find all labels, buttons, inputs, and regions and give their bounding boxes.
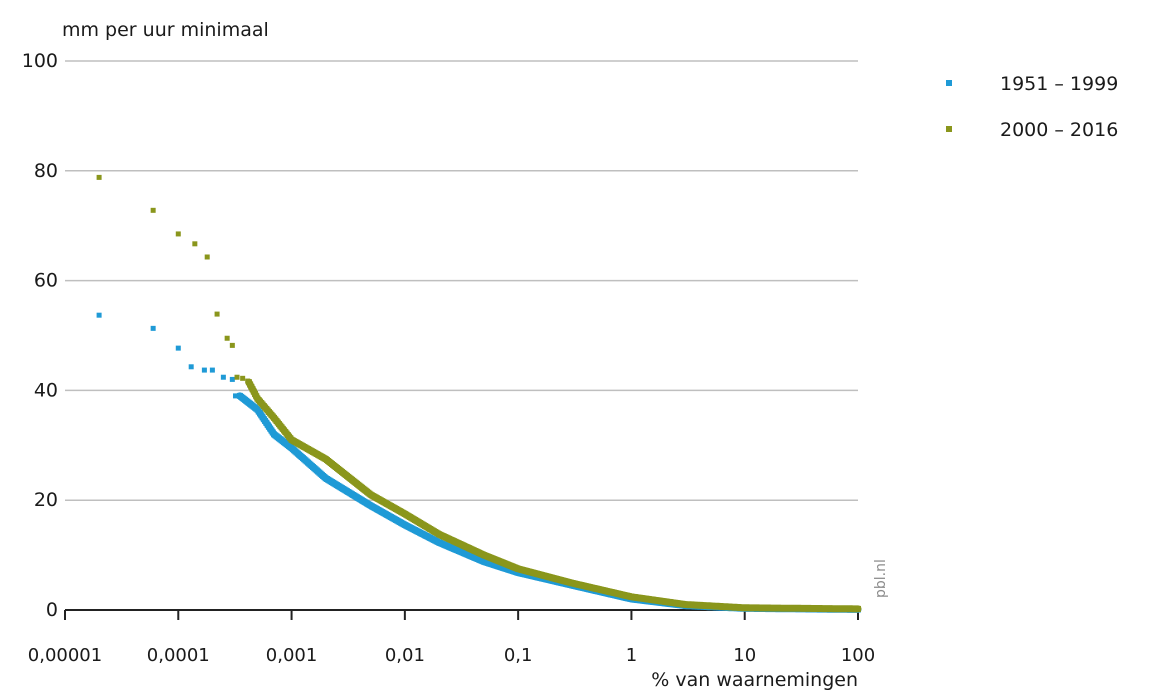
y-tick-label: 100	[22, 50, 58, 72]
series-1-point	[96, 174, 102, 180]
y-tick-label: 0	[46, 599, 58, 621]
series-0-point	[209, 367, 215, 373]
series-1-point	[204, 254, 210, 260]
x-tick-label: 10	[733, 645, 756, 666]
source-mark: pbl.nl	[873, 559, 889, 598]
series-0-point	[233, 393, 239, 399]
y-axis-title: mm per uur minimaal	[62, 19, 269, 41]
series-0-point	[96, 312, 102, 318]
series-1-point	[150, 207, 156, 213]
marks-layer	[96, 174, 862, 613]
legend-marker-1	[946, 126, 952, 132]
series-1-point	[214, 311, 220, 317]
y-tick-label: 60	[34, 270, 58, 292]
x-tick-label: 0,1	[504, 645, 533, 666]
x-tick-label: 1	[626, 645, 637, 666]
x-tick-label: 0,00001	[28, 645, 102, 666]
series-1-point	[234, 374, 240, 380]
y-tick-label: 40	[34, 379, 58, 401]
series-0-point	[150, 325, 156, 331]
x-tick-label: 0,001	[266, 645, 318, 666]
labels-layer: 0 20 40 60 80 100 0,00001 0,0001 0,001 0,01 0,1 1 10…	[22, 50, 875, 666]
series-1-point	[240, 375, 246, 381]
x-axis-title: % van waarnemingen	[651, 669, 858, 691]
y-tick-label: 80	[34, 160, 58, 182]
y-tick-label: 20	[34, 489, 58, 511]
legend-marker-0	[946, 80, 952, 86]
series-0-point	[201, 367, 207, 373]
series-1-point	[175, 231, 181, 237]
series-1-band-point	[855, 605, 861, 612]
x-tick-label: 100	[841, 645, 875, 666]
grid-layer	[65, 60, 858, 501]
series-0-point	[188, 364, 194, 370]
series-1-point	[229, 342, 235, 348]
legend-label-0: 1951 – 1999	[1000, 73, 1118, 95]
series-1-point	[224, 335, 230, 341]
series-0-point	[229, 376, 235, 382]
x-tick-label: 0,01	[385, 645, 425, 666]
legend-layer: 1951 – 1999 2000 – 2016	[946, 73, 1118, 141]
series-0-point	[175, 345, 181, 351]
series-1-point	[192, 241, 198, 247]
legend-label-1: 2000 – 2016	[1000, 119, 1118, 141]
x-tick-label: 0,0001	[147, 645, 210, 666]
series-0-point	[220, 374, 226, 380]
